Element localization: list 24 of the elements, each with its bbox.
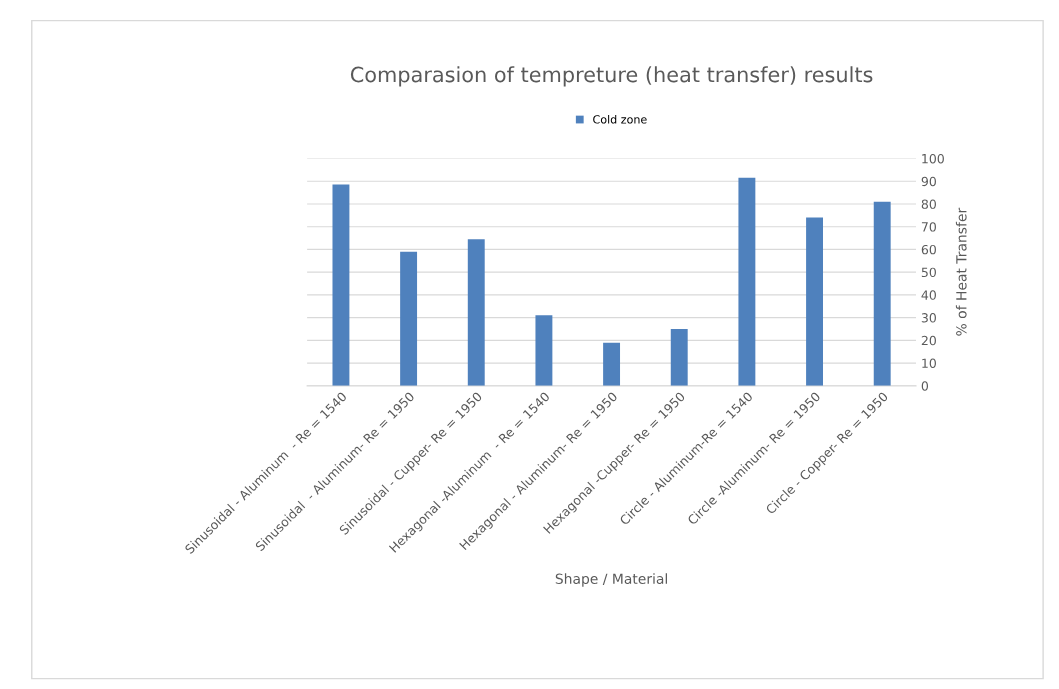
chart-title: Comparasion of tempreture (heat transfer) results <box>350 66 873 87</box>
y-tick-label: 60 <box>921 244 936 255</box>
y-tick-label: 80 <box>921 199 936 209</box>
y-tick-label: 70 <box>921 222 936 232</box>
bar <box>603 342 621 386</box>
x-axis-title: Shape / Material <box>555 573 667 587</box>
y-tick-label: 30 <box>921 313 936 323</box>
y-tick-label: 90 <box>921 176 936 187</box>
bar <box>467 239 485 386</box>
bar <box>332 184 350 386</box>
legend-label: Cold zone <box>593 114 647 124</box>
y-tick-label: 10 <box>922 358 936 369</box>
bar <box>738 177 756 386</box>
bar <box>400 251 418 386</box>
y-tick-label: 40 <box>921 290 936 300</box>
bar <box>670 329 688 386</box>
bar <box>873 201 891 386</box>
y-axis-title: % of Heat Transfer <box>955 207 967 336</box>
bar <box>806 217 823 386</box>
bar <box>535 315 553 386</box>
y-tick-label: 50 <box>921 267 936 278</box>
y-tick-label: 20 <box>921 335 936 346</box>
y-tick-label: 0 <box>921 381 929 391</box>
y-tick-label: 100 <box>922 153 944 164</box>
